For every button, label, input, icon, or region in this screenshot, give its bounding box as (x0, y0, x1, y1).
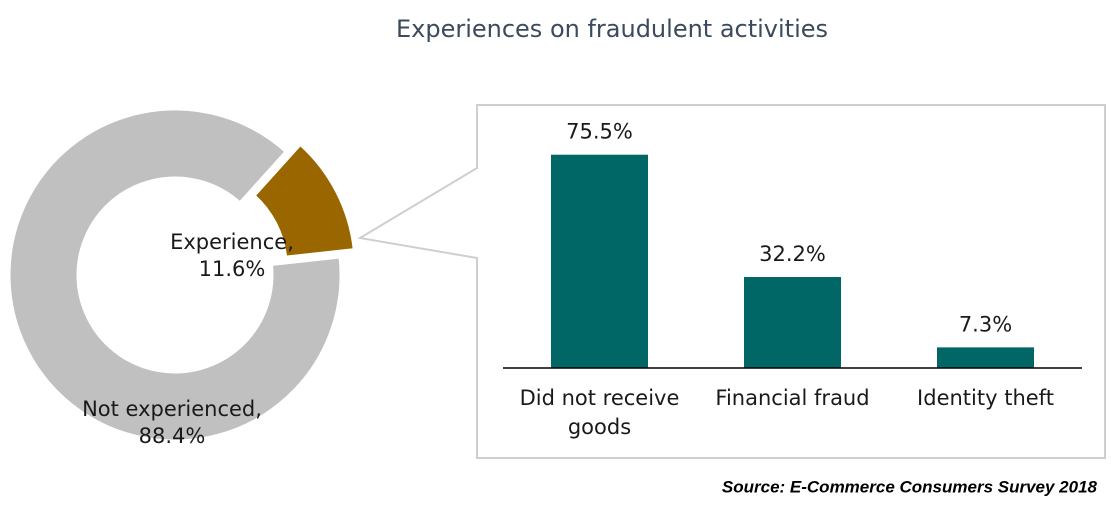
callout-pointer (357, 167, 478, 259)
slice-label: Not experienced, (82, 397, 262, 421)
bar-value-label: 75.5% (566, 120, 633, 144)
chart-title: Experiences on fraudulent activities (396, 15, 828, 43)
bar (937, 347, 1034, 368)
slice-label: Experience, (170, 230, 294, 254)
bar (551, 154, 648, 368)
slice-value-label: 11.6% (199, 257, 266, 281)
callout-box (476, 104, 1106, 459)
x-tick-label: Financial fraud (715, 386, 870, 410)
x-tick-label: Did not receive goods (519, 386, 680, 439)
x-tick-label: Identity theft (917, 386, 1054, 410)
x-tick-label-box: Did not receive goods (519, 386, 680, 439)
source-note: Source: E-Commerce Consumers Survey 2018 (722, 477, 1098, 496)
bar (744, 277, 841, 368)
bar-value-label: 32.2% (759, 242, 826, 266)
pie-slice (252, 142, 356, 259)
bar-value-label: 7.3% (959, 312, 1012, 336)
slice-value-label: 88.4% (139, 424, 206, 448)
pie-slice (7, 107, 343, 443)
x-tick-label-box: Identity theft (917, 386, 1054, 410)
x-tick-label-box: Financial fraud (715, 386, 870, 410)
